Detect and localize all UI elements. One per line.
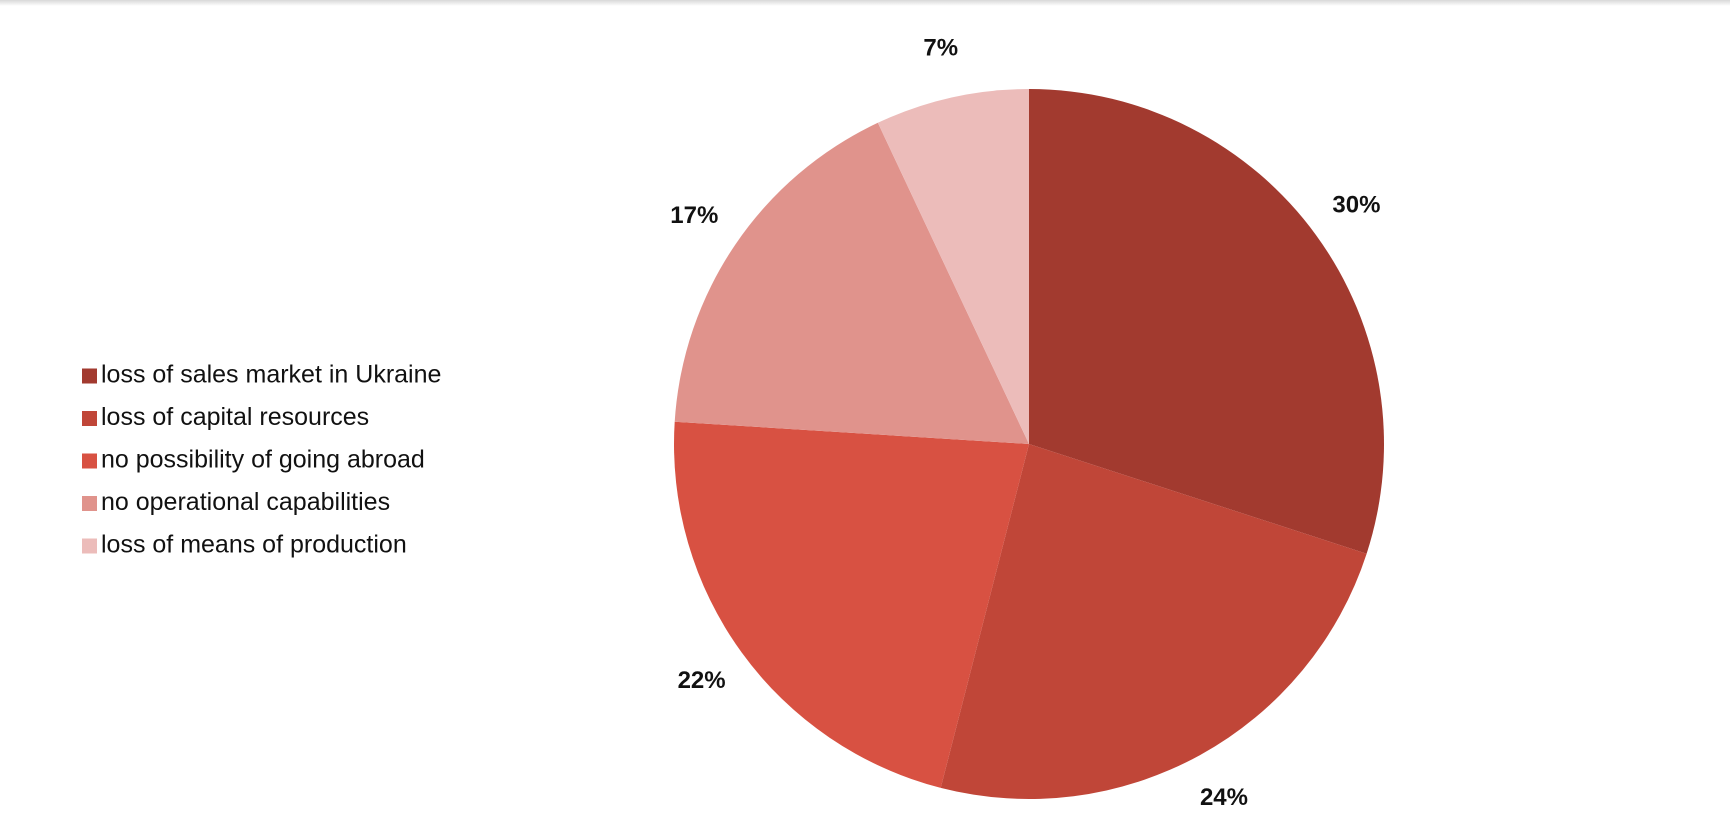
legend-swatch (82, 538, 97, 554)
value-label: 30% (1332, 191, 1380, 218)
value-label: 17% (670, 202, 718, 229)
legend-label: no possibility of going abroad (101, 446, 425, 474)
value-label: 7% (923, 34, 958, 61)
pie: 30% 24% 22% 17% 7% (670, 34, 1385, 811)
legend-label: no operational capabilities (101, 488, 390, 516)
legend-swatch (82, 496, 97, 511)
legend-swatch (82, 453, 97, 469)
legend-label: loss of capital resources (101, 403, 369, 431)
legend-swatch (82, 411, 97, 426)
value-label: 24% (1200, 784, 1248, 811)
value-label: 22% (678, 667, 726, 694)
legend-swatch (82, 368, 97, 384)
pie-slice (674, 122, 1029, 444)
pie-slice (940, 444, 1367, 799)
pie-slice (1029, 89, 1385, 554)
legend-label: loss of sales market in Ukraine (101, 361, 441, 389)
top-shadow (0, 0, 1730, 6)
legend: loss of sales market in Ukraine loss of c… (82, 361, 441, 559)
pie-slice (673, 421, 1029, 788)
pie-slice (877, 89, 1029, 444)
legend-label: loss of means of production (101, 531, 407, 559)
